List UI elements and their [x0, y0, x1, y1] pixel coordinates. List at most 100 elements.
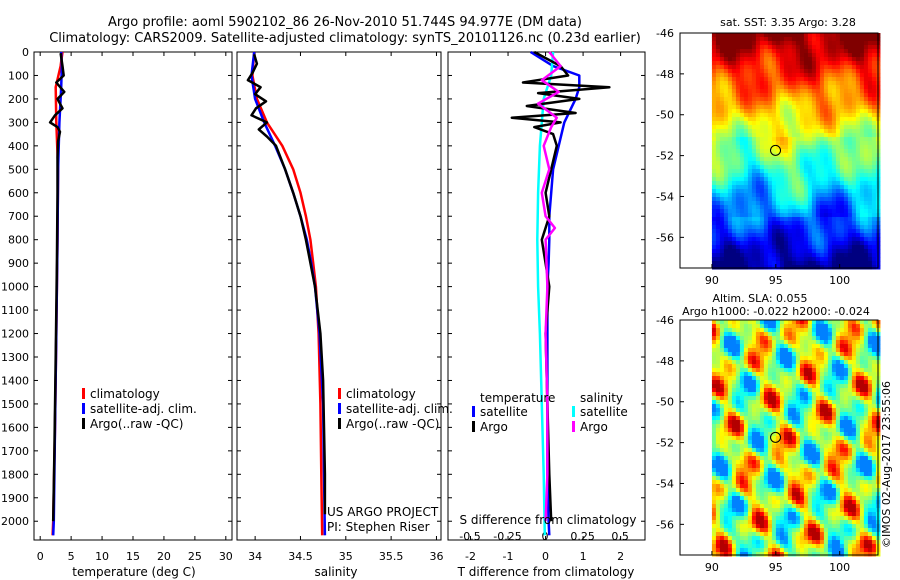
sst-cell — [803, 121, 809, 126]
sla-cell — [811, 320, 817, 325]
sst-cell — [747, 145, 753, 150]
sla-cell — [859, 388, 865, 393]
sla-cell — [851, 500, 857, 505]
sla-cell — [751, 328, 757, 333]
sst-cell — [823, 41, 829, 46]
sla-cell — [759, 420, 765, 425]
sla-cell — [787, 340, 793, 345]
sst-cell — [863, 117, 869, 122]
sst-cell — [743, 61, 749, 66]
sst-cell — [795, 169, 801, 174]
sst-cell — [791, 117, 797, 122]
sst-cell — [855, 105, 861, 110]
sst-cell — [847, 201, 853, 206]
sst-cell — [807, 77, 813, 82]
sst-cell — [751, 157, 757, 162]
sla-cell — [851, 328, 857, 333]
sst-cell — [743, 217, 749, 222]
sst-cell — [739, 61, 745, 66]
sst-cell — [791, 165, 797, 170]
sst-cell — [739, 85, 745, 90]
sla-cell — [743, 448, 749, 453]
sst-cell — [795, 117, 801, 122]
sst-cell — [847, 181, 853, 186]
sla-cell — [839, 340, 845, 345]
sla-cell — [739, 352, 745, 357]
sst-cell — [755, 177, 761, 182]
sst-cell — [811, 233, 817, 238]
sst-cell — [823, 261, 829, 266]
sla-cell — [851, 320, 857, 325]
sla-cell — [731, 412, 737, 417]
sla-cell — [803, 460, 809, 465]
sst-cell — [723, 209, 729, 214]
sst-cell — [819, 177, 825, 182]
sst-cell — [855, 169, 861, 174]
plot-frame — [447, 51, 646, 541]
sst-cell — [795, 165, 801, 170]
sla-cell — [783, 428, 789, 433]
sla-cell — [827, 480, 833, 485]
sla-cell — [759, 328, 765, 333]
sla-cell — [847, 552, 853, 557]
sst-cell — [719, 189, 725, 194]
sla-cell — [715, 348, 721, 353]
sst-cell — [843, 173, 849, 178]
sla-cell — [715, 408, 721, 413]
sst-cell — [815, 209, 821, 214]
sst-cell — [823, 229, 829, 234]
sla-cell — [791, 516, 797, 521]
sla-cell — [739, 512, 745, 517]
sla-cell — [775, 380, 781, 385]
sst-cell — [751, 77, 757, 82]
sla-cell — [815, 524, 821, 529]
sst-cell — [831, 69, 837, 74]
sla-cell — [823, 488, 829, 493]
sst-cell — [843, 37, 849, 42]
sst-cell — [807, 205, 813, 210]
sla-cell — [795, 380, 801, 385]
sla-cell — [815, 476, 821, 481]
sla-cell — [791, 524, 797, 529]
sla-cell — [815, 548, 821, 553]
sla-cell — [815, 540, 821, 545]
legend-label: satellite-adj. clim. — [90, 402, 197, 416]
sst-cell — [827, 197, 833, 202]
sla-cell — [771, 384, 777, 389]
sla-cell — [835, 324, 841, 329]
sla-cell — [731, 440, 737, 445]
sla-cell — [763, 380, 769, 385]
sst-cell — [743, 141, 749, 146]
sla-cell — [775, 420, 781, 425]
sla-cell — [783, 504, 789, 509]
series-line-salinity-argo — [536, 51, 562, 522]
sst-cell — [775, 209, 781, 214]
sla-cell — [787, 360, 793, 365]
sst-cell — [851, 209, 857, 214]
sla-cell — [843, 524, 849, 529]
sst-cell — [743, 185, 749, 190]
sla-cell — [727, 336, 733, 341]
sla-cell — [823, 452, 829, 457]
sst-cell — [771, 57, 777, 62]
sst-cell — [771, 105, 777, 110]
sla-cell — [755, 456, 761, 461]
sst-cell — [823, 121, 829, 126]
sla-cell — [747, 432, 753, 437]
sst-cell — [759, 181, 765, 186]
sla-cell — [783, 472, 789, 477]
sst-cell — [859, 73, 865, 78]
sst-cell — [759, 129, 765, 134]
sst-cell — [727, 229, 733, 234]
sst-cell — [815, 133, 821, 138]
sst-cell — [767, 241, 773, 246]
sla-cell — [847, 368, 853, 373]
sst-cell — [867, 41, 873, 46]
sla-cell — [767, 372, 773, 377]
sla-cell — [727, 512, 733, 517]
sla-cell — [767, 532, 773, 537]
sst-cell — [803, 33, 809, 38]
sla-cell — [755, 452, 761, 457]
project-annotation-line2: PI: Stephen Riser — [327, 520, 430, 534]
sla-cell — [711, 488, 717, 493]
